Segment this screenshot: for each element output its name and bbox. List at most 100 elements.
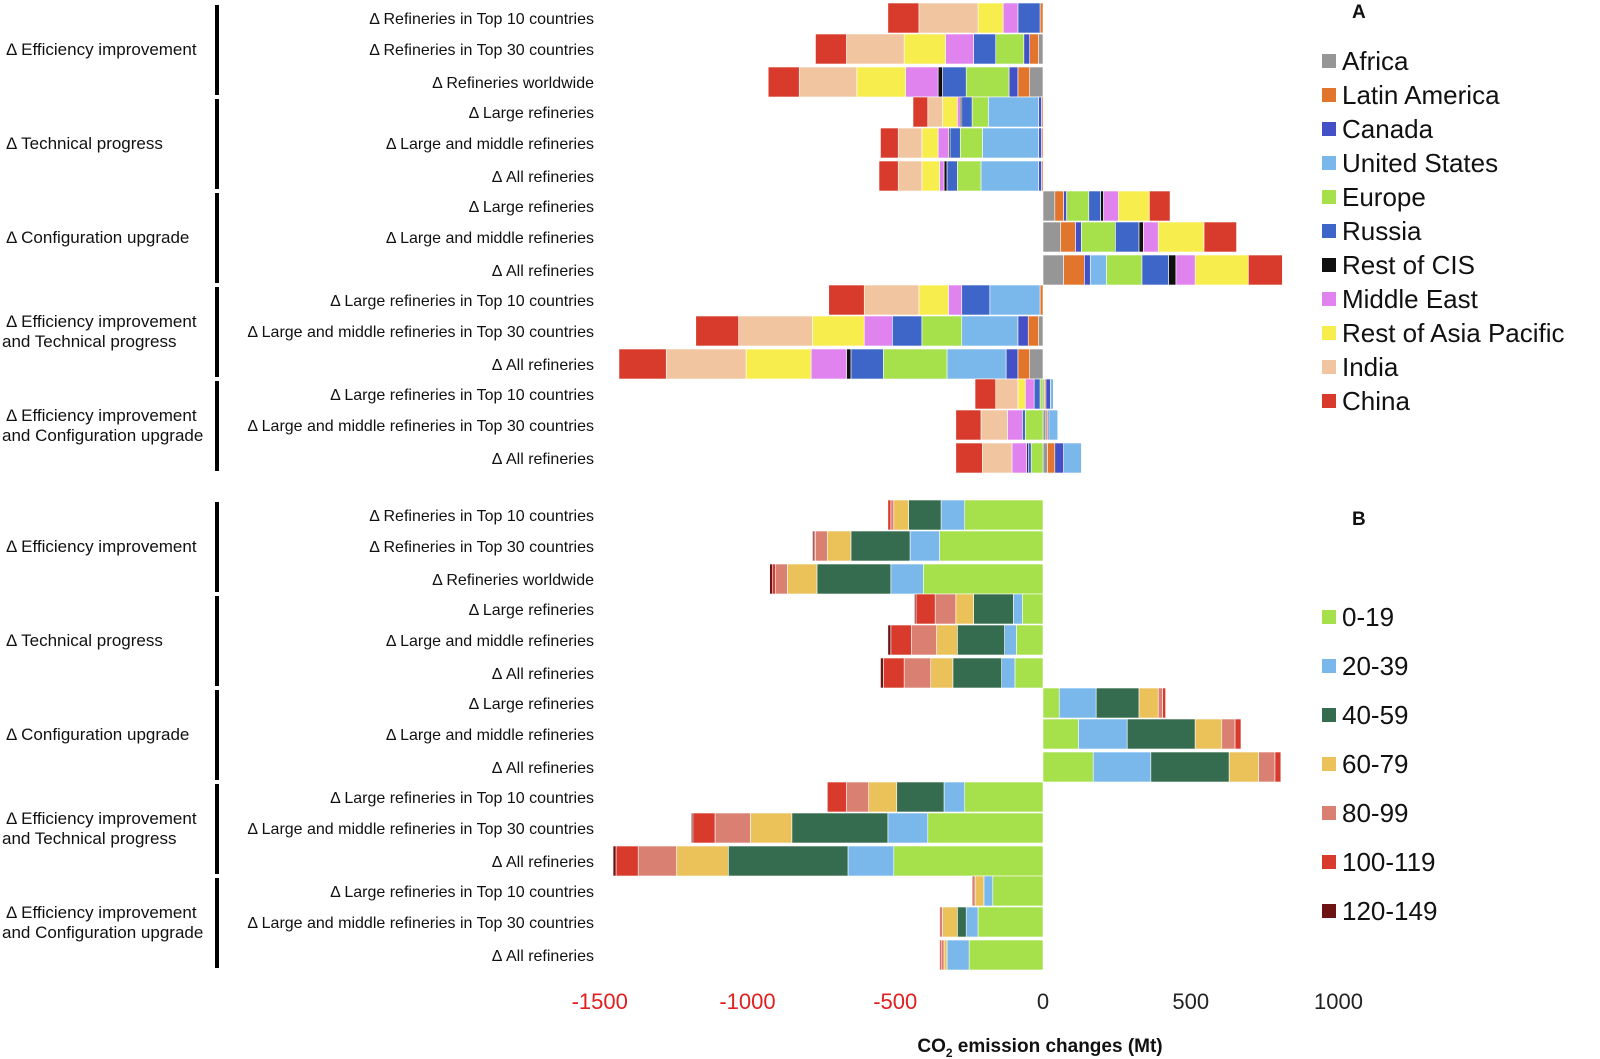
legend-swatch: [1322, 855, 1336, 869]
bar-segment: [887, 499, 892, 531]
legend-item-label: 80-99: [1342, 798, 1409, 828]
bar-segment: [942, 96, 958, 128]
legend-swatch: [1322, 258, 1336, 272]
bar-segment: [883, 348, 948, 380]
bar-segment: [887, 624, 892, 656]
bar-segment: [615, 845, 639, 877]
bar-segment: [940, 939, 945, 971]
legend-item-label: Africa: [1342, 46, 1409, 76]
bar-segment: [995, 33, 1025, 65]
bar-segment: [1150, 751, 1230, 783]
bar-segment: [1042, 687, 1060, 719]
x-tick-label: -1500: [572, 989, 628, 1014]
bar-segment: [1203, 221, 1237, 253]
legend-item-label: Rest of Asia Pacific: [1342, 318, 1565, 348]
group-label-line: Δ Efficiency improvement: [6, 312, 197, 331]
bar-segment: [1162, 687, 1166, 719]
bar-segment: [989, 284, 1041, 316]
bar-segment: [977, 906, 1044, 938]
row-label: Δ Large and middle refineries in Top 30 …: [247, 324, 594, 341]
bar-segment: [973, 593, 1014, 625]
bar-segment: [1194, 718, 1223, 750]
x-tick-label: -1000: [719, 989, 775, 1014]
group-label-line: Δ Efficiency improvement: [6, 809, 197, 828]
group-label: Δ Efficiency improvement: [6, 537, 197, 556]
bar-segment: [612, 845, 617, 877]
bar-segment: [1038, 315, 1044, 347]
bar-segment: [750, 812, 793, 844]
bar-segment: [1075, 221, 1082, 253]
bar-segment: [826, 781, 847, 813]
bar-segment: [1081, 221, 1116, 253]
legend-item-label: Europe: [1342, 182, 1426, 212]
bar-segment: [887, 2, 920, 34]
bar-segment: [959, 127, 983, 159]
bar-segment: [936, 624, 958, 656]
bar-segment: [1084, 254, 1091, 286]
bar-segment: [903, 657, 932, 689]
bar-segment: [905, 66, 939, 98]
bar-segment: [745, 348, 812, 380]
bar-segment: [1100, 190, 1104, 222]
legend-swatch: [1322, 326, 1336, 340]
bar-segment: [863, 315, 893, 347]
bar-segment: [812, 315, 865, 347]
axis-title-sub: 2: [946, 1046, 953, 1059]
bar-segment: [1024, 409, 1044, 441]
bar-segment: [927, 812, 1044, 844]
bar-segment: [772, 563, 776, 595]
bar-segment: [1017, 66, 1031, 98]
bar-segment: [826, 530, 852, 562]
bar-segment: [1007, 409, 1023, 441]
legend-item-label: India: [1342, 352, 1399, 382]
bar-segment: [695, 315, 739, 347]
bar-segment: [961, 315, 1019, 347]
legend-item-label: Rest of CIS: [1342, 250, 1475, 280]
bar-segment: [878, 160, 899, 192]
bar-segment: [914, 593, 917, 625]
panel-label-b: B: [1352, 509, 1366, 530]
bar-segment: [965, 66, 1010, 98]
legend-swatch: [1322, 360, 1336, 374]
legend-swatch: [1322, 122, 1336, 136]
legend-swatch: [1322, 292, 1336, 306]
legend-swatch: [1322, 610, 1336, 624]
bar-segment: [883, 657, 905, 689]
bar-segment: [691, 812, 694, 844]
bar-segment: [1024, 378, 1035, 410]
bar-segment: [955, 593, 974, 625]
legend-item-label: United States: [1342, 148, 1498, 178]
x-tick-label: -500: [873, 989, 917, 1014]
bar-segment: [964, 499, 1044, 531]
group-label: Δ Efficiency improvement and Configuratio…: [2, 903, 203, 942]
bar-segment: [1002, 2, 1019, 34]
bar-segment: [1029, 33, 1039, 65]
legend-panel-b: B 0-19 20-39 40-59 60-79 80-99 100-119 120-149: [1322, 509, 1437, 926]
bar-segment: [1228, 751, 1260, 783]
legend-swatch: [1322, 156, 1336, 170]
bar-segment: [1023, 33, 1031, 65]
bar-segment: [1106, 254, 1143, 286]
axis-title-rest: emission changes (Mt): [953, 1036, 1163, 1057]
bar-segment: [1004, 624, 1017, 656]
bar-segment: [1008, 66, 1019, 98]
bar-segment: [988, 96, 1039, 128]
bar-segment: [676, 845, 729, 877]
row-label: Δ Large refineries in Top 10 countries: [330, 884, 594, 901]
row-label: Δ All refineries: [492, 169, 594, 186]
bar-segment: [1039, 2, 1044, 34]
row-label: Δ Large and middle refineries in Top 30 …: [247, 821, 594, 838]
legend-swatch: [1322, 224, 1336, 238]
group-label-line: Δ Efficiency improvement: [6, 406, 197, 425]
legend-swatch: [1322, 904, 1336, 918]
legend-swatch: [1322, 190, 1336, 204]
bar-segment: [1017, 348, 1031, 380]
row-label: Δ Refineries worldwide: [432, 572, 594, 589]
bar-segment: [921, 127, 939, 159]
bar-segment: [1234, 718, 1242, 750]
legend-item-label: Russia: [1342, 216, 1422, 246]
legend-item-label: 60-79: [1342, 749, 1409, 779]
bar-segment: [1039, 284, 1044, 316]
row-label: Δ Large refineries: [469, 199, 594, 216]
